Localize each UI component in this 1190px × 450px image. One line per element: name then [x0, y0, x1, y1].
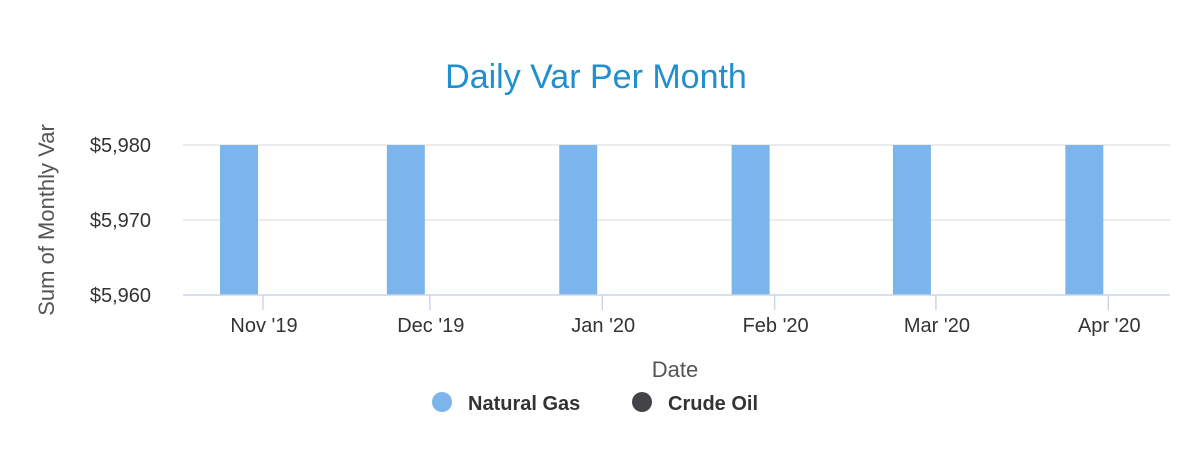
chart-title: Daily Var Per Month: [445, 58, 747, 96]
bar-natural-gas[interactable]: [1065, 145, 1104, 295]
bar-natural-gas[interactable]: [559, 145, 598, 295]
x-tick-label: Nov '19: [230, 315, 297, 337]
bars: [220, 145, 1104, 295]
legend: Natural Gas Crude Oil: [432, 392, 758, 415]
bar-natural-gas[interactable]: [892, 145, 931, 295]
legend-label-natural-gas: Natural Gas: [468, 393, 580, 415]
legend-item-natural-gas[interactable]: Natural Gas: [432, 392, 580, 415]
y-tick-label: $5,980: [90, 135, 151, 157]
x-tick-label: Mar '20: [904, 315, 970, 337]
bar-natural-gas[interactable]: [386, 145, 425, 295]
y-axis-title: Sum of Monthly Var: [34, 124, 59, 316]
legend-item-crude-oil[interactable]: Crude Oil: [632, 392, 758, 415]
x-tick-label: Apr '20: [1078, 315, 1141, 337]
legend-label-crude-oil: Crude Oil: [668, 393, 758, 415]
y-axis: $5,960 $5,970 $5,980: [90, 135, 151, 307]
y-tick-label: $5,970: [90, 210, 151, 232]
x-axis-title: Date: [652, 357, 698, 382]
legend-marker-natural-gas: [432, 392, 452, 412]
x-axis: Nov '19 Dec '19 Jan '20 Feb '20 Mar '20 Apr '…: [183, 294, 1170, 337]
x-tick-label: Dec '19: [397, 315, 464, 337]
gridlines: [183, 144, 1170, 221]
bar-natural-gas[interactable]: [220, 145, 258, 295]
bar-natural-gas[interactable]: [731, 145, 770, 295]
x-tick-label: Feb '20: [743, 315, 809, 337]
x-tick-label: Jan '20: [571, 315, 635, 337]
legend-marker-crude-oil: [632, 392, 652, 412]
y-tick-label: $5,960: [90, 285, 151, 307]
